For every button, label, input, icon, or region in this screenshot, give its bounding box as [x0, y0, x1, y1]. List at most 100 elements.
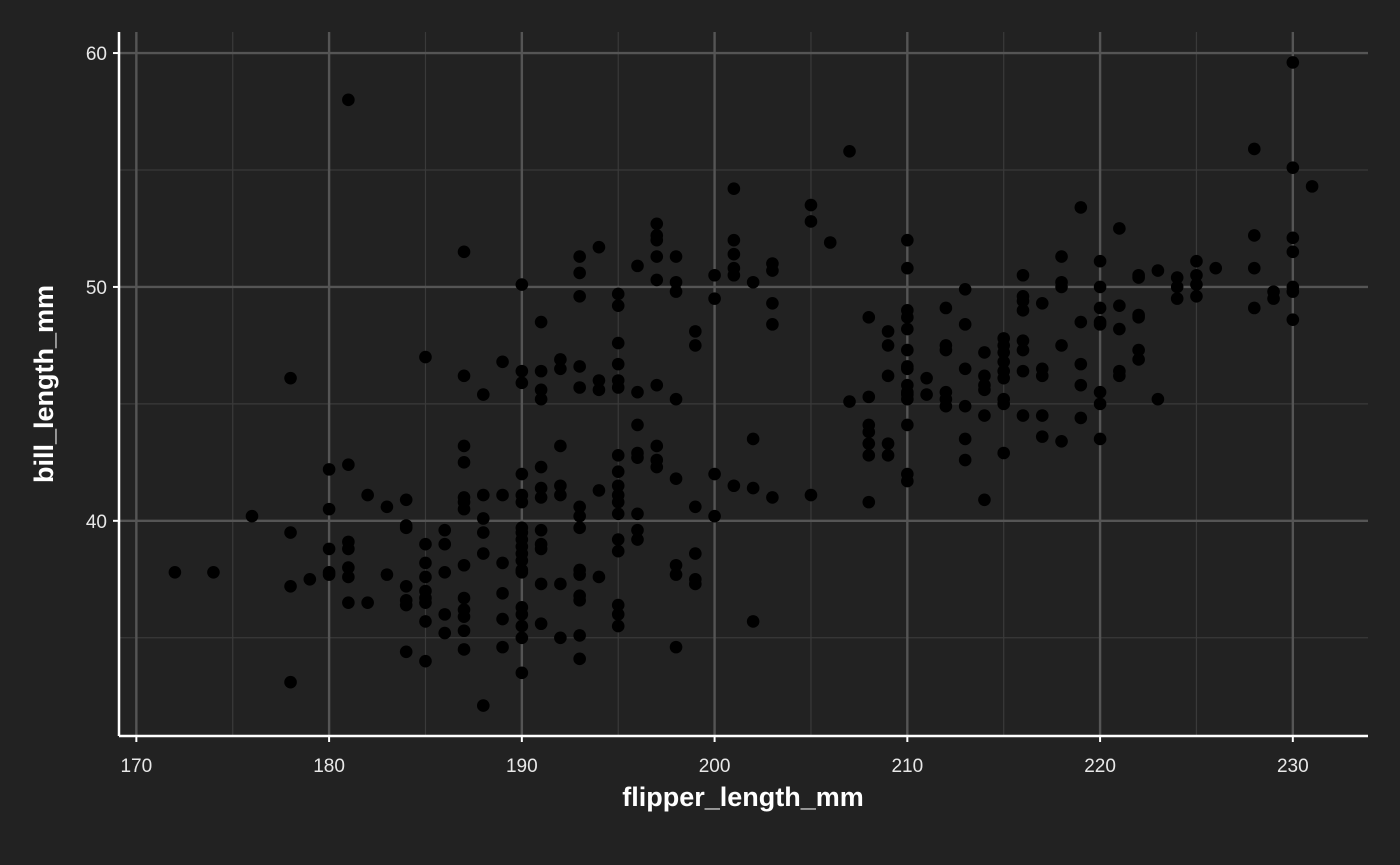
data-point: [457, 245, 471, 259]
data-point: [573, 594, 586, 607]
data-point: [1035, 430, 1049, 443]
data-point: [708, 509, 721, 523]
data-point: [476, 488, 490, 502]
data-point: [939, 343, 953, 357]
data-point: [1055, 339, 1068, 352]
data-point: [399, 645, 413, 659]
data-point: [1267, 292, 1280, 305]
data-point: [958, 362, 972, 376]
data-point: [168, 565, 182, 579]
x-tick-label: 200: [699, 756, 731, 777]
data-point: [438, 565, 452, 579]
data-point: [1016, 409, 1030, 422]
data-point: [322, 542, 336, 556]
data-point: [901, 322, 914, 336]
data-point: [284, 371, 297, 385]
data-point: [650, 250, 664, 263]
data-point: [515, 565, 529, 579]
data-point: [650, 273, 664, 287]
data-point: [554, 353, 567, 366]
data-point: [515, 467, 529, 481]
data-point: [476, 526, 490, 539]
data-point: [573, 500, 586, 514]
data-point: [939, 399, 953, 413]
data-point: [573, 509, 586, 523]
data-point: [476, 699, 490, 712]
x-tick-label: 210: [891, 756, 923, 777]
data-point: [515, 278, 529, 291]
data-point: [1151, 392, 1165, 406]
data-point: [592, 240, 606, 254]
data-point: [573, 266, 586, 280]
data-point: [1074, 201, 1088, 214]
data-point: [534, 577, 548, 591]
data-point: [534, 491, 548, 504]
data-point: [901, 343, 914, 357]
data-point: [611, 507, 625, 521]
data-point: [399, 493, 413, 507]
data-point: [1286, 231, 1300, 245]
data-point: [611, 299, 625, 312]
data-point: [650, 460, 664, 474]
data-point: [342, 458, 355, 471]
data-point: [669, 285, 683, 298]
data-point: [939, 301, 953, 315]
data-point: [284, 526, 297, 539]
data-point: [573, 250, 586, 263]
data-point: [689, 577, 702, 591]
data-point: [881, 369, 895, 383]
data-point: [804, 215, 818, 228]
data-point: [1093, 385, 1107, 399]
data-point: [342, 570, 355, 584]
y-tick-label: 40: [86, 512, 107, 533]
data-point: [650, 233, 664, 247]
data-point: [631, 507, 644, 521]
data-point: [997, 371, 1011, 385]
data-point: [611, 495, 625, 509]
data-point: [457, 369, 471, 383]
data-point: [399, 521, 413, 535]
data-point: [1074, 357, 1088, 371]
data-point: [611, 533, 625, 546]
data-point: [727, 182, 741, 196]
data-point: [611, 449, 625, 462]
data-point: [901, 392, 914, 406]
data-point: [496, 556, 509, 570]
data-point: [1247, 229, 1261, 242]
data-point: [1016, 294, 1030, 308]
data-point: [881, 325, 895, 338]
data-point: [1170, 271, 1184, 284]
data-point: [496, 587, 509, 600]
data-point: [901, 311, 914, 324]
data-point: [689, 547, 702, 560]
data-point: [342, 596, 355, 609]
data-point: [515, 631, 529, 645]
data-point: [978, 369, 991, 383]
data-point: [457, 456, 471, 469]
data-point: [245, 509, 259, 523]
data-point: [611, 381, 625, 394]
data-point: [457, 624, 471, 638]
data-point: [457, 591, 471, 605]
data-point: [573, 289, 586, 303]
data-point: [1190, 268, 1203, 282]
data-point: [303, 572, 317, 586]
x-tick-label: 180: [313, 756, 345, 777]
data-point: [611, 544, 625, 558]
data-point: [534, 364, 548, 378]
x-tick-label: 190: [506, 756, 538, 777]
data-point: [515, 495, 529, 509]
data-point: [1170, 280, 1184, 294]
data-point: [650, 217, 664, 231]
data-point: [1113, 299, 1126, 312]
data-point: [457, 643, 471, 656]
data-point: [746, 615, 760, 628]
data-point: [573, 568, 586, 581]
data-point: [1305, 180, 1319, 193]
data-point: [631, 418, 644, 432]
data-point: [573, 521, 586, 535]
data-point: [766, 491, 779, 504]
data-point: [727, 479, 741, 493]
data-point: [1132, 271, 1145, 284]
data-point: [689, 500, 702, 514]
